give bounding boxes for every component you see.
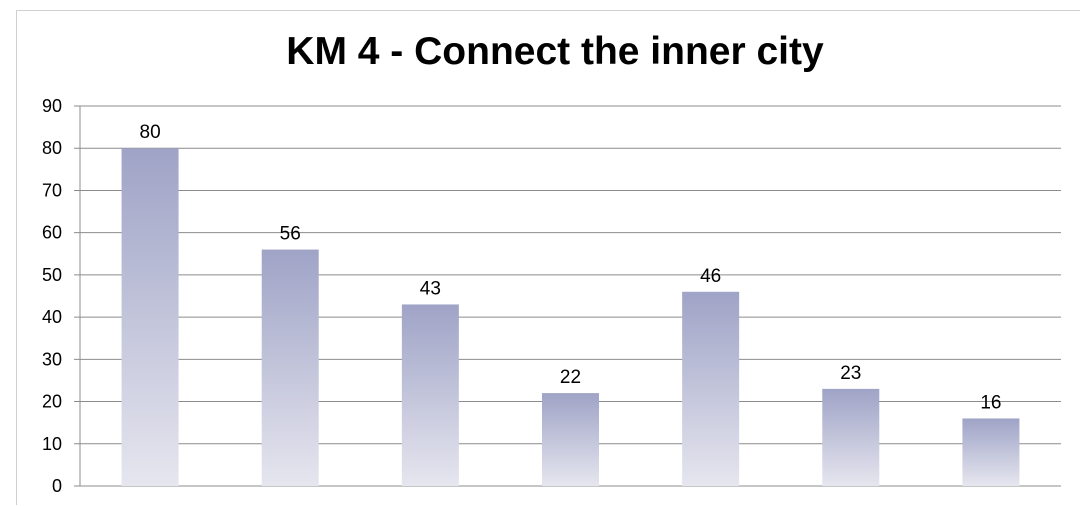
data-label: 80 — [140, 122, 161, 143]
bar — [401, 304, 459, 486]
y-axis: 0 10 20 30 40 50 60 70 80 90 — [42, 96, 81, 496]
bar — [822, 388, 880, 486]
y-tick-label: 10 — [42, 434, 62, 454]
y-tick-label: 90 — [42, 96, 62, 116]
bar — [962, 418, 1020, 486]
bar — [542, 393, 599, 486]
bar — [121, 148, 179, 486]
y-tick-label: 40 — [42, 307, 62, 327]
y-tick-label: 20 — [42, 392, 62, 412]
data-label: 46 — [700, 266, 721, 287]
bars — [121, 148, 1020, 486]
y-tick-label: 30 — [42, 349, 62, 369]
data-label: 23 — [840, 363, 861, 384]
y-tick-label: 80 — [42, 138, 62, 158]
bar — [261, 249, 319, 486]
bar — [682, 291, 740, 486]
data-label: 22 — [560, 367, 581, 388]
y-tick-label: 50 — [42, 265, 62, 285]
y-tick-label: 70 — [42, 180, 62, 200]
data-label: 56 — [280, 224, 301, 245]
y-tick-label: 0 — [52, 476, 62, 496]
data-label: 43 — [420, 278, 441, 299]
chart-title: KM 4 - Connect the inner city — [286, 30, 824, 73]
data-labels: 80 56 43 22 46 23 16 — [140, 122, 1002, 413]
data-label: 16 — [980, 392, 1001, 413]
y-tick-label: 60 — [42, 223, 62, 243]
chart-frame — [16, 10, 1080, 505]
